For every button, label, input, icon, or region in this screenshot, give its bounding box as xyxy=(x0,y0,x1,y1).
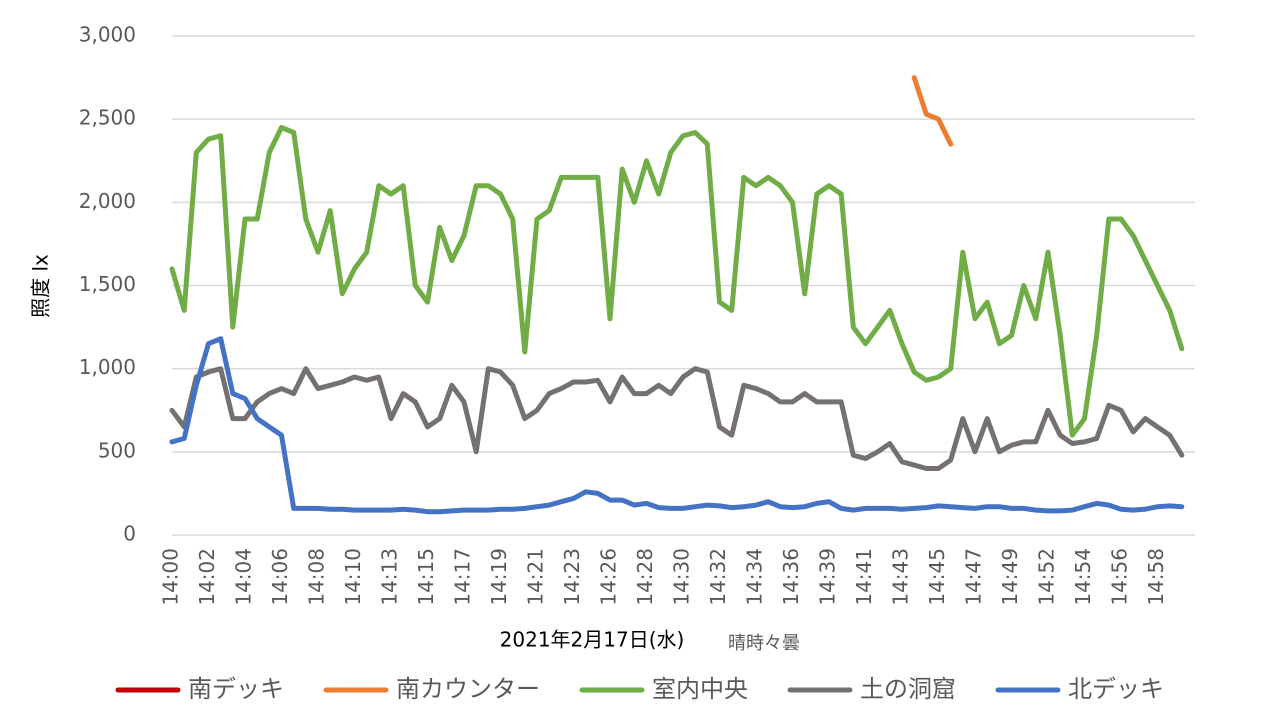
plot-lines xyxy=(169,75,1185,515)
x-tick-label: 14:00 xyxy=(159,548,183,606)
x-tick-label: 14:13 xyxy=(378,548,402,606)
y-tick-label: 500 xyxy=(98,438,136,462)
y-tick-label: 2,000 xyxy=(79,189,136,213)
x-tick-label: 14:47 xyxy=(962,548,986,606)
x-tick-label: 14:43 xyxy=(889,548,913,606)
grid: 0 500 1,000 1,500 2,000 2,500 3,000 14:00 14:02 1… xyxy=(79,23,1195,606)
y-tick-label: 1,500 xyxy=(79,272,136,296)
x-tick-label: 14:41 xyxy=(852,548,876,606)
series-line xyxy=(169,366,1185,471)
x-tick-label: 14:15 xyxy=(414,548,438,606)
x-tick-label: 14:02 xyxy=(195,548,219,606)
series-line xyxy=(169,125,1185,438)
x-tick-label: 14:19 xyxy=(487,548,511,606)
x-tick-label: 14:34 xyxy=(743,548,767,606)
x-tick-label: 14:32 xyxy=(706,548,730,606)
x-tick-label: 14:17 xyxy=(451,548,475,606)
y-tick-label: 1,000 xyxy=(79,355,136,379)
x-tick-label: 14:10 xyxy=(341,548,365,606)
legend-label: 室内中央 xyxy=(652,675,748,703)
x-tick-label: 14:54 xyxy=(1071,548,1095,606)
x-tick-label: 14:28 xyxy=(633,548,657,606)
x-tick-label: 14:06 xyxy=(268,548,292,606)
y-tick-label: 3,000 xyxy=(79,23,136,47)
y-axis-title: 照度 lx xyxy=(29,254,53,318)
x-tick-label: 14:36 xyxy=(779,548,803,606)
x-tick-label: 14:23 xyxy=(560,548,584,606)
x-tick-label: 14:21 xyxy=(524,548,548,606)
legend-label: 北デッキ xyxy=(1068,675,1164,703)
series-line xyxy=(911,75,954,147)
legend-label: 南カウンター xyxy=(396,675,540,703)
legend-label: 南デッキ xyxy=(188,675,284,703)
x-tick-label: 14:45 xyxy=(925,548,949,606)
x-tick-label: 14:30 xyxy=(670,548,694,606)
x-axis-title: 2021年2月17日(水) xyxy=(500,628,685,652)
legend-label: 土の洞窟 xyxy=(860,675,956,703)
y-tick-label: 2,500 xyxy=(79,106,136,130)
x-tick-label: 14:08 xyxy=(305,548,329,606)
x-tick-label: 14:39 xyxy=(816,548,840,606)
x-tick-label: 14:52 xyxy=(1035,548,1059,606)
series-line xyxy=(169,336,1185,515)
x-tick-label: 14:26 xyxy=(597,548,621,606)
x-axis-note: 晴時々曇 xyxy=(728,633,800,654)
x-tick-label: 14:56 xyxy=(1108,548,1132,606)
x-tick-label: 14:49 xyxy=(998,548,1022,606)
legend: 南デッキ 南カウンター 室内中央 土の洞窟 北デッキ xyxy=(115,675,1164,703)
y-tick-label: 0 xyxy=(123,522,136,546)
x-tick-label: 14:58 xyxy=(1144,548,1168,606)
x-tick-label: 14:04 xyxy=(232,548,256,606)
